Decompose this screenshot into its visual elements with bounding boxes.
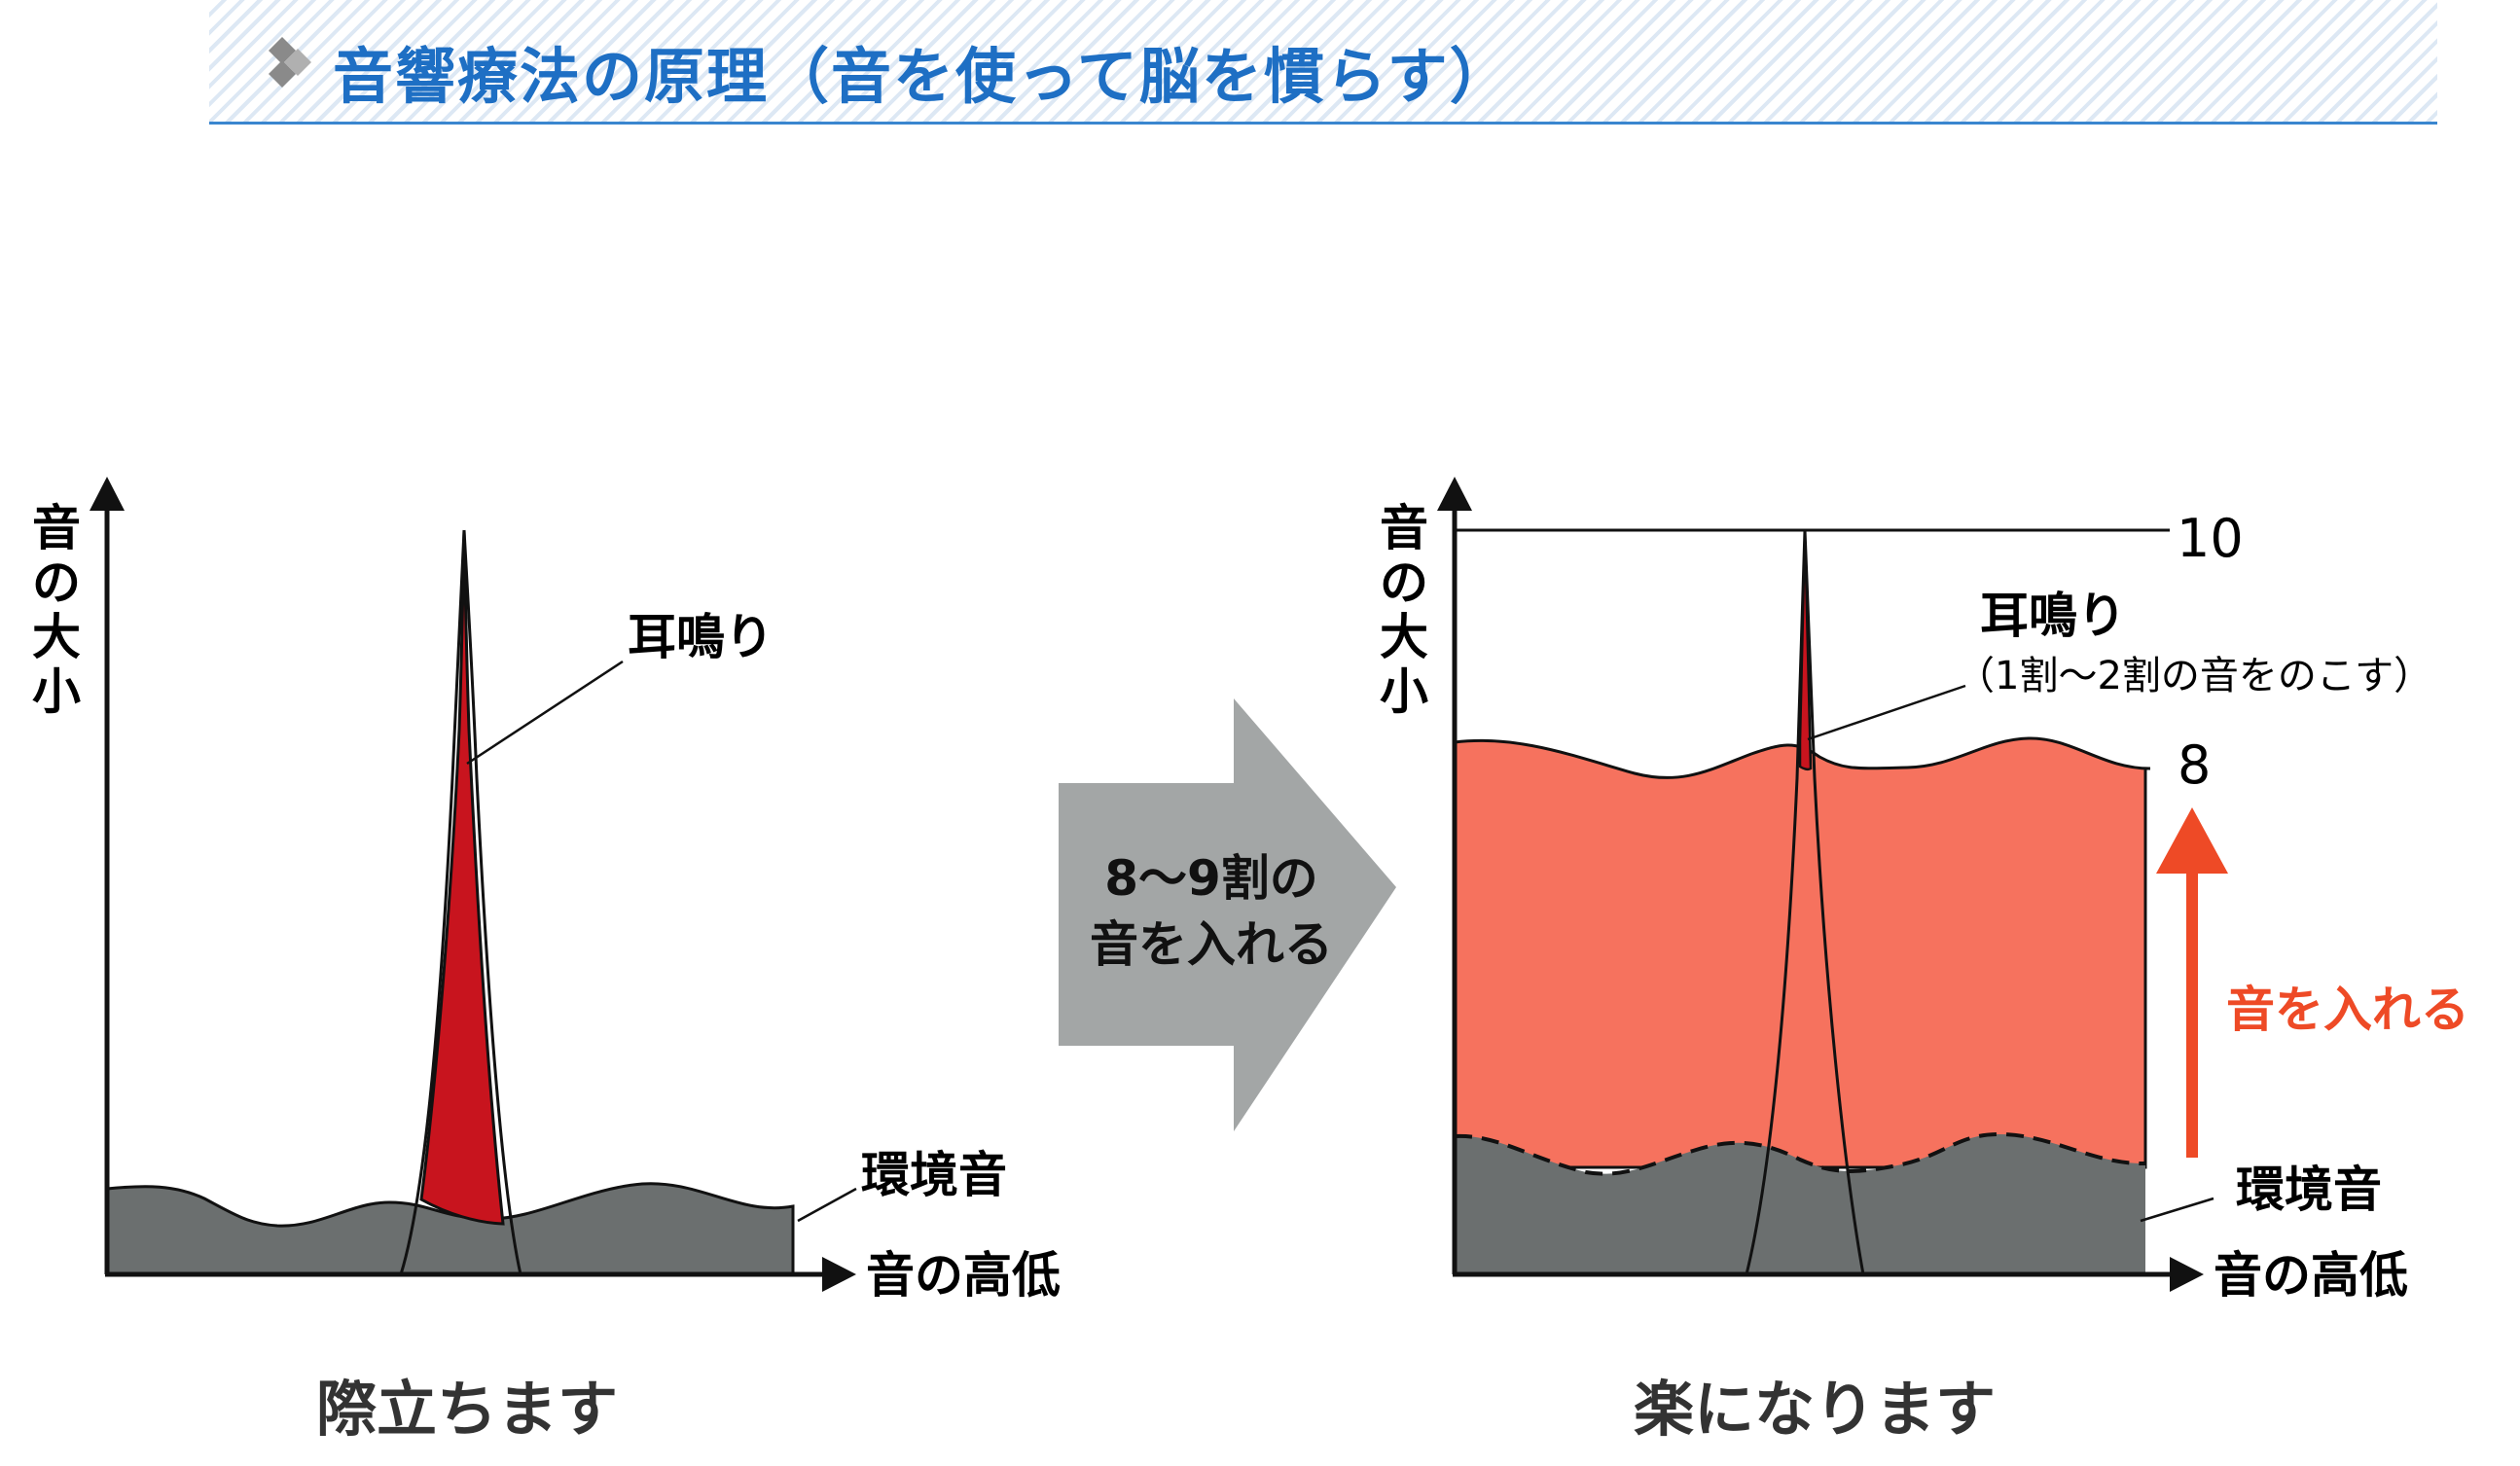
arrow-line1: 8〜9割の xyxy=(1104,850,1318,907)
diamond-bullet-icon xyxy=(269,37,311,88)
left-y-axis-label: 音の大小 xyxy=(32,500,81,720)
right-y-axis-label: 音の大小 xyxy=(1380,500,1428,720)
right-x-axis-label: 音の高低 xyxy=(2214,1247,2408,1304)
right-add-sound-label: 音を入れる xyxy=(2226,982,2469,1038)
right-caption: 楽になります xyxy=(1634,1374,1996,1445)
transition-arrow xyxy=(1059,698,1396,1131)
right-tinnitus-label: 耳鳴り xyxy=(1980,588,2126,644)
left-caption: 際立ちます xyxy=(316,1374,618,1445)
arrow-line2: 音を入れる xyxy=(1090,916,1333,973)
left-x-axis-label: 音の高低 xyxy=(866,1247,1061,1304)
right-environment-dashed-line xyxy=(1454,1131,2146,1176)
right-level-added: 8 xyxy=(2178,734,2211,796)
left-environment-label: 環境音 xyxy=(861,1147,1007,1203)
left-environment-area xyxy=(105,1182,795,1276)
right-added-sound-area xyxy=(1453,736,2151,1169)
right-tinnitus-note: （1割〜2割の音をのこす） xyxy=(1956,654,2432,698)
left-panel xyxy=(90,477,857,1292)
left-tinnitus-label: 耳鳴り xyxy=(628,609,774,665)
left-tinnitus-spike xyxy=(419,529,505,1226)
right-panel xyxy=(1437,477,2228,1292)
page-title: 音響療法の原理（音を使って脳を慣らす） xyxy=(333,41,1512,112)
right-environment-label: 環境音 xyxy=(2236,1162,2382,1218)
right-level-top: 10 xyxy=(2177,508,2244,569)
left-tinnitus-curve-right xyxy=(462,529,522,1275)
left-tinnitus-curve-left xyxy=(399,529,466,1275)
right-tinnitus-tip xyxy=(1798,529,1813,771)
right-environment-area xyxy=(1455,1134,2145,1274)
header-bar xyxy=(209,0,2437,125)
